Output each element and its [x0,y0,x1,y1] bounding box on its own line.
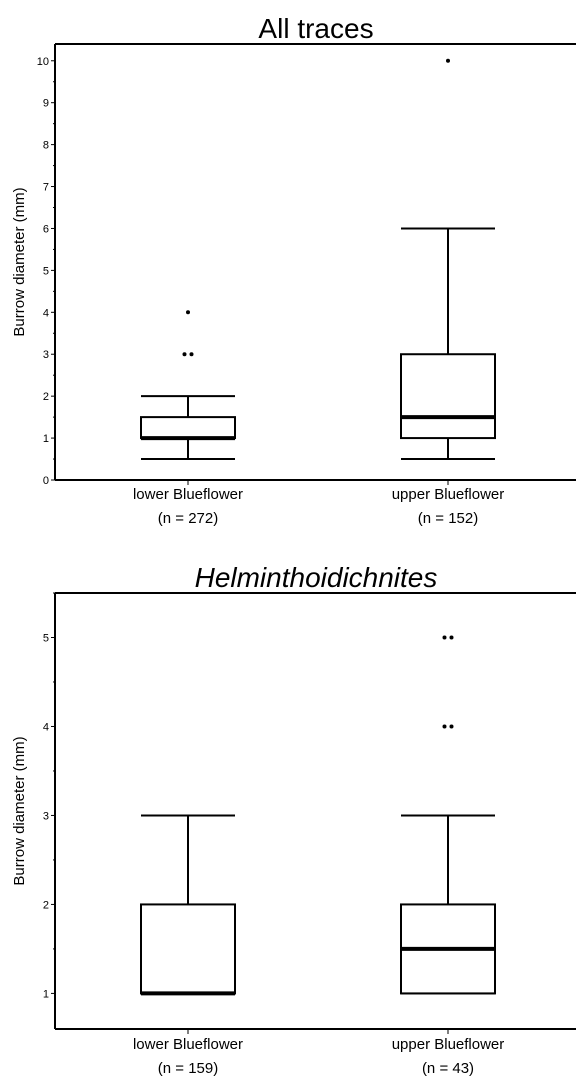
y-axis-label: Burrow diameter (mm) [11,736,28,885]
iqr-box [140,903,236,995]
outlier-point [182,352,187,357]
y-tick-label: 5 [43,632,49,644]
y-tick-label: 6 [43,223,49,235]
y-tick-label: 10 [37,56,49,68]
x-category-label: upper Blueflower [392,486,505,503]
y-tick-label: 2 [43,899,49,911]
y-tick-label: 3 [43,810,49,822]
outlier-point [449,724,454,729]
y-tick-label: 1 [43,988,49,1000]
outlier-point [186,310,190,315]
y-tick-label: 3 [43,349,49,361]
x-category-n-label: (n = 152) [418,510,478,527]
y-tick-label: 1 [43,433,49,445]
x-category-n-label: (n = 43) [422,1060,474,1077]
x-category-label: upper Blueflower [392,1036,505,1053]
panel-helminthoidichnites: Helminthoidichnites 1 2 3 4 5 Burrow diameter … [11,562,576,1077]
outlier-point [449,635,454,640]
chart-title: Helminthoidichnites [195,562,438,593]
iqr-box [140,416,236,440]
panel-all-traces: All traces 0 1 2 3 4 5 6 7 8 9 10 Burrow diameter (m… [11,13,576,527]
outlier-point [446,58,450,63]
outlier-point [442,635,447,640]
y-tick-label: 9 [43,98,49,110]
y-tick-label: 0 [43,475,49,487]
x-category-label: lower Blueflower [133,486,243,503]
y-tick-label: 4 [43,307,49,319]
y-tick-label: 8 [43,140,49,152]
y-axis-label: Burrow diameter (mm) [11,187,28,336]
chart-title: All traces [258,13,373,44]
x-category-n-label: (n = 159) [158,1060,218,1077]
x-category-n-label: (n = 272) [158,510,218,527]
iqr-box [400,353,496,440]
y-tick-label: 2 [43,391,49,403]
y-tick-label: 5 [43,265,49,277]
y-tick-label: 7 [43,182,49,194]
outlier-point [189,352,194,357]
outlier-point [442,724,447,729]
x-category-label: lower Blueflower [133,1036,243,1053]
y-tick-label: 4 [43,721,49,733]
